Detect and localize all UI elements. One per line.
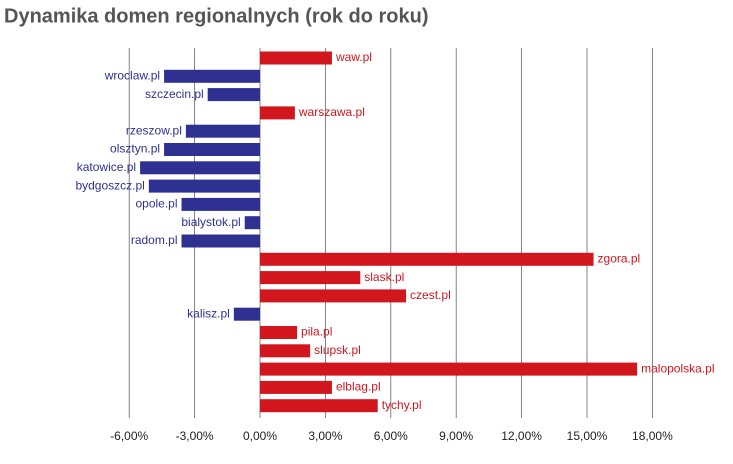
bar [140,161,260,175]
bar [260,106,295,120]
bar [260,326,298,339]
bar [260,399,378,413]
bar-label: kalisz.pl [187,306,230,320]
bar [260,289,407,303]
x-tick-label: 15,00% [567,429,608,443]
bar [181,197,260,211]
bar [260,344,311,358]
bar-label: olsztyn.pl [110,142,160,156]
bar-label: czest.pl [410,288,451,302]
x-tick-label: 18,00% [632,429,673,443]
bar-label: opole.pl [135,197,177,211]
bar-label: tychy.pl [382,398,422,412]
bar [244,216,260,230]
bar-label: malopolska.pl [641,361,714,375]
bar [260,51,332,65]
bar-label: warszawa.pl [298,105,365,119]
x-tick-label: -6,00% [110,429,148,443]
bar [260,271,361,285]
x-tick-label: 12,00% [501,429,542,443]
x-tick-label: 0,00% [243,429,277,443]
bar [260,380,332,394]
bar-label: rzeszow.pl [126,123,182,137]
bar-label: szczecin.pl [145,87,204,101]
bar-label: slupsk.pl [314,343,361,357]
bar-label: elblag.pl [336,380,381,394]
bar [207,88,260,102]
x-tick-label: 9,00% [439,429,473,443]
bar [148,179,260,193]
bar-label: zgora.pl [598,251,641,265]
bar [181,234,260,248]
x-tick-label: -3,00% [176,429,214,443]
bar [260,362,638,376]
bar [260,252,594,266]
bar-label: radom.pl [131,233,178,247]
bar [185,124,260,138]
bar-label: waw.pl [335,50,372,64]
x-tick-label: 6,00% [374,429,408,443]
bar [233,307,260,321]
bar-label: bialystok.pl [181,215,240,229]
bar-label: wroclaw.pl [104,68,160,82]
bar-label: pila.pl [301,325,332,339]
x-tick-label: 3,00% [308,429,342,443]
bar [164,143,260,156]
bar [164,69,260,83]
bar-label: bydgoszcz.pl [75,178,144,192]
chart-title: Dynamika domen regionalnych (rok do roku… [4,5,429,27]
bar-label: slask.pl [364,270,404,284]
bar-label: katowice.pl [77,160,136,174]
